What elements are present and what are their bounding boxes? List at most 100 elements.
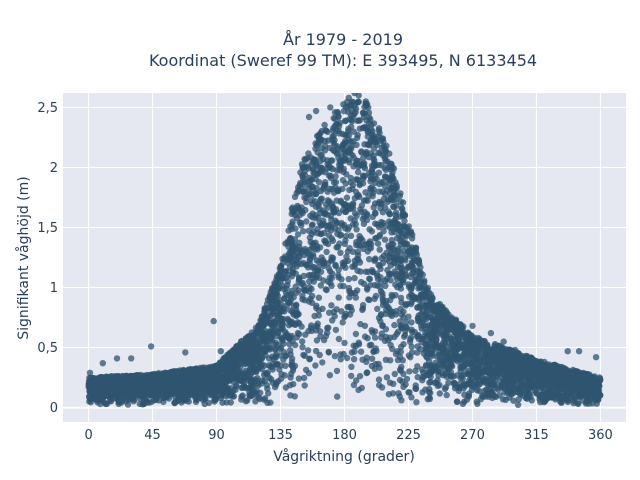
data-point: [345, 275, 352, 283]
data-point: [447, 335, 454, 342]
data-point: [258, 318, 265, 326]
data-point: [414, 373, 421, 381]
data-point: [360, 160, 367, 168]
data-point: [368, 131, 376, 139]
data-point: [536, 393, 544, 400]
data-point: [391, 370, 398, 378]
data-point: [338, 158, 345, 165]
data-point: [374, 275, 382, 283]
data-point: [490, 355, 498, 363]
data-point: [388, 241, 395, 248]
data-point: [387, 308, 395, 315]
data-point: [315, 294, 323, 301]
data-point: [439, 344, 447, 352]
data-point: [479, 393, 486, 400]
data-point: [308, 197, 315, 204]
data-point: [347, 215, 354, 222]
data-point: [301, 382, 308, 389]
data-point: [551, 382, 558, 389]
data-point: [124, 384, 131, 391]
data-point: [401, 217, 408, 225]
data-point: [348, 363, 355, 370]
data-point: [354, 248, 362, 255]
data-point: [245, 384, 253, 392]
data-point: [454, 372, 461, 379]
data-point: [265, 390, 272, 397]
data-point: [380, 298, 387, 305]
data-point: [348, 123, 355, 130]
data-point: [429, 368, 436, 375]
data-point: [405, 313, 412, 320]
data-point: [474, 350, 482, 358]
data-point: [274, 360, 281, 367]
data-point: [354, 131, 361, 139]
data-point: [342, 264, 349, 271]
data-point: [311, 312, 318, 320]
data-point: [266, 374, 273, 381]
data-point: [366, 256, 373, 263]
data-point: [364, 369, 371, 376]
data-point: [387, 277, 394, 284]
data-point: [305, 327, 312, 335]
data-point: [323, 286, 330, 294]
data-point: [408, 319, 415, 326]
data-point: [335, 266, 342, 273]
data-point: [329, 157, 336, 164]
data-point: [426, 289, 433, 296]
data-point: [290, 294, 297, 301]
data-point: [299, 338, 306, 345]
data-point: [491, 342, 498, 349]
data-point: [315, 169, 322, 177]
data-point: [338, 145, 346, 153]
chart-title-line2: Koordinat (Sweref 99 TM): E 393495, N 61…: [149, 51, 537, 70]
data-point: [391, 259, 399, 266]
data-point: [331, 352, 339, 360]
data-point: [292, 205, 299, 212]
data-point: [303, 218, 310, 225]
data-point: [407, 300, 415, 308]
data-point: [317, 333, 324, 340]
data-point: [310, 156, 317, 163]
data-point: [319, 359, 326, 366]
data-point: [409, 282, 416, 289]
data-point: [247, 392, 255, 399]
data-point: [291, 236, 299, 243]
data-point: [324, 157, 331, 164]
data-point: [301, 297, 309, 304]
data-point: [325, 232, 333, 239]
data-point: [382, 277, 389, 284]
data-point: [436, 382, 443, 389]
data-point: [381, 183, 389, 190]
data-point: [168, 389, 175, 396]
data-point: [392, 281, 399, 288]
data-point: [365, 141, 373, 148]
data-point: [379, 293, 386, 300]
data-point: [263, 381, 271, 389]
data-point: [233, 343, 240, 350]
data-point: [510, 354, 517, 362]
data-point: [426, 313, 433, 320]
data-point: [401, 333, 408, 340]
data-point: [575, 400, 582, 407]
data-point: [327, 221, 334, 228]
data-point: [329, 136, 336, 143]
data-point: [361, 141, 368, 148]
data-point: [391, 321, 398, 329]
data-point: [377, 311, 385, 318]
data-point: [342, 180, 349, 187]
data-point: [150, 397, 157, 404]
data-point: [163, 388, 171, 395]
data-point: [227, 399, 234, 406]
data-point: [304, 347, 312, 354]
data-point: [372, 210, 379, 217]
data-point: [185, 392, 192, 399]
data-point: [293, 312, 300, 320]
data-point: [372, 139, 379, 146]
data-point: [433, 335, 440, 343]
data-point: [354, 287, 361, 294]
data-point: [276, 352, 284, 359]
data-point: [319, 305, 326, 312]
data-point: [375, 125, 383, 132]
data-point: [295, 375, 303, 382]
